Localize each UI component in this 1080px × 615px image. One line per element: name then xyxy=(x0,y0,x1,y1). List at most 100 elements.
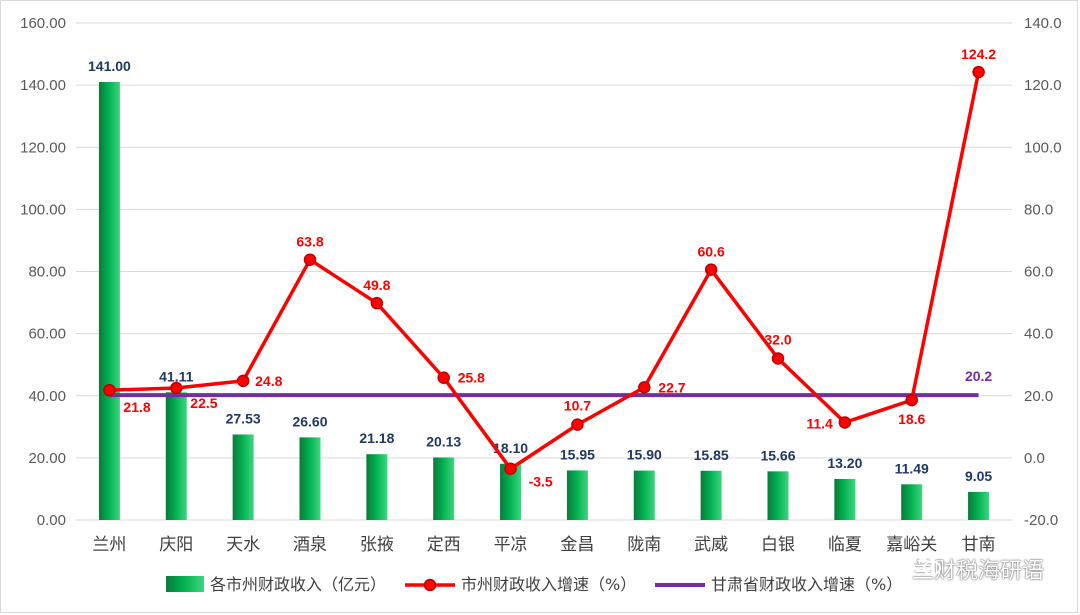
left-tick-label: 140.00 xyxy=(20,77,66,94)
right-tick-label: 40.0 xyxy=(1024,326,1053,343)
watermark-text: 兰财税海研语 xyxy=(911,559,1044,584)
bar-value-label: 18.10 xyxy=(493,440,528,456)
wechat-icon xyxy=(911,554,941,576)
bar xyxy=(299,437,321,520)
growth-marker xyxy=(771,352,785,365)
legend-bar-label: 各市州财政收入（亿元） xyxy=(210,575,386,594)
right-tick-label: 120.0 xyxy=(1024,77,1062,94)
bar-value-label: 141.00 xyxy=(88,58,131,74)
growth-value-label: 21.8 xyxy=(123,399,150,415)
growth-value-label: 10.7 xyxy=(564,398,591,414)
right-axis-ticks: -20.0 0.0 20.0 40.0 60.0 80.0 100.0 120.0 140.0 xyxy=(1024,15,1062,529)
bar-value-label: 20.13 xyxy=(426,433,461,449)
right-tick-label: 100.0 xyxy=(1024,139,1062,156)
bar xyxy=(834,478,856,520)
bar xyxy=(700,470,722,520)
watermark: 兰财税海研语 xyxy=(911,553,1044,585)
growth-value-label: -3.5 xyxy=(529,474,553,490)
bar-value-label: 13.20 xyxy=(827,455,862,471)
category-label: 甘南 xyxy=(962,535,996,555)
category-axis-labels: 兰州 庆阳 天水 酒泉 张掖 定西 平凉 金昌 陇南 武威 白银 临夏 嘉峪关 甘南 xyxy=(92,535,995,555)
right-tick-label: -20.0 xyxy=(1024,512,1058,529)
growth-value-label: 124.2 xyxy=(961,46,996,62)
category-label: 金昌 xyxy=(560,535,594,555)
bar-value-label: 27.53 xyxy=(226,410,261,426)
growth-marker xyxy=(704,263,718,276)
growth-marker xyxy=(236,374,250,388)
bar-value-label: 11.49 xyxy=(895,460,929,476)
growth-value-label: 24.8 xyxy=(255,373,282,389)
right-tick-label: 140.0 xyxy=(1024,15,1062,32)
bar-value-label: 15.66 xyxy=(760,447,795,463)
growth-value-label: 22.7 xyxy=(658,379,685,395)
category-label: 白银 xyxy=(761,535,795,555)
growth-value-label: 11.4 xyxy=(806,415,833,431)
city-growth-line xyxy=(109,71,981,471)
growth-marker xyxy=(170,381,183,395)
growth-marker xyxy=(370,296,384,310)
category-label: 陇南 xyxy=(627,535,661,555)
left-tick-label: 100.00 xyxy=(20,201,66,218)
growth-value-label: 32.0 xyxy=(764,331,791,347)
city-growth-series xyxy=(103,65,985,475)
bar xyxy=(901,484,923,520)
category-label: 庆阳 xyxy=(159,535,193,555)
growth-value-label: 25.8 xyxy=(458,370,485,386)
bar-value-label: 9.05 xyxy=(965,468,992,484)
bar-series xyxy=(98,82,990,521)
growth-marker xyxy=(504,462,517,475)
legend-bar-swatch xyxy=(166,576,204,592)
growth-marker xyxy=(571,418,584,431)
growth-marker xyxy=(103,383,116,397)
bar xyxy=(633,470,655,520)
right-tick-label: 60.0 xyxy=(1024,264,1053,281)
left-tick-label: 20.00 xyxy=(28,450,66,467)
left-tick-label: 60.00 xyxy=(28,326,66,343)
category-label: 武威 xyxy=(694,535,728,555)
bar xyxy=(98,82,120,521)
category-label: 天水 xyxy=(226,535,260,555)
category-label: 平凉 xyxy=(494,535,528,555)
growth-marker xyxy=(905,393,918,407)
left-tick-label: 40.00 xyxy=(28,388,66,405)
left-tick-label: 80.00 xyxy=(28,264,66,281)
left-tick-label: 160.00 xyxy=(20,15,66,32)
growth-marker xyxy=(437,371,450,384)
bar xyxy=(500,463,522,520)
category-label: 酒泉 xyxy=(293,535,327,555)
right-tick-label: 80.0 xyxy=(1024,201,1053,218)
growth-value-labels: 21.8 22.5 24.8 63.8 49.8 25.8 -3.5 10.7 22.7 60.6… xyxy=(123,46,996,490)
right-tick-label: 20.0 xyxy=(1024,388,1053,405)
bar xyxy=(968,491,990,520)
left-tick-label: 120.00 xyxy=(20,139,66,156)
legend-rate-label: 市州财政收入增速（%） xyxy=(461,575,636,594)
growth-marker xyxy=(303,253,317,266)
bar xyxy=(566,470,588,520)
legend-province-label: 甘肃省财政收入增速（%） xyxy=(711,575,902,594)
left-axis-ticks: 0.00 20.00 40.00 60.00 80.00 100.00 120.00 140.… xyxy=(20,15,66,529)
left-tick-label: 0.00 xyxy=(37,512,66,529)
growth-value-label: 63.8 xyxy=(296,234,323,250)
right-tick-label: 0.0 xyxy=(1024,450,1045,467)
growth-value-label: 60.6 xyxy=(698,244,725,260)
growth-value-label: 22.5 xyxy=(190,395,217,411)
growth-value-label: 49.8 xyxy=(363,277,390,293)
category-label: 嘉峪关 xyxy=(886,535,937,555)
growth-marker xyxy=(838,416,852,429)
category-label: 定西 xyxy=(427,535,461,555)
bar-value-label: 21.18 xyxy=(359,430,394,446)
bar xyxy=(165,392,187,520)
growth-value-label: 18.6 xyxy=(898,411,925,427)
bar-value-label: 15.85 xyxy=(694,447,729,463)
legend: 各市州财政收入（亿元） 市州财政收入增速（%） 甘肃省财政收入增速（%） xyxy=(166,575,902,594)
bar-value-label: 26.60 xyxy=(292,413,327,429)
province-growth-label: 20.2 xyxy=(965,368,992,384)
gridlines xyxy=(76,22,1012,521)
category-label: 临夏 xyxy=(828,535,862,555)
bar-value-label: 15.95 xyxy=(560,446,595,462)
category-label: 兰州 xyxy=(92,535,126,555)
province-growth-series: 20.2 xyxy=(109,368,992,398)
bar-value-label: 15.90 xyxy=(627,447,662,463)
